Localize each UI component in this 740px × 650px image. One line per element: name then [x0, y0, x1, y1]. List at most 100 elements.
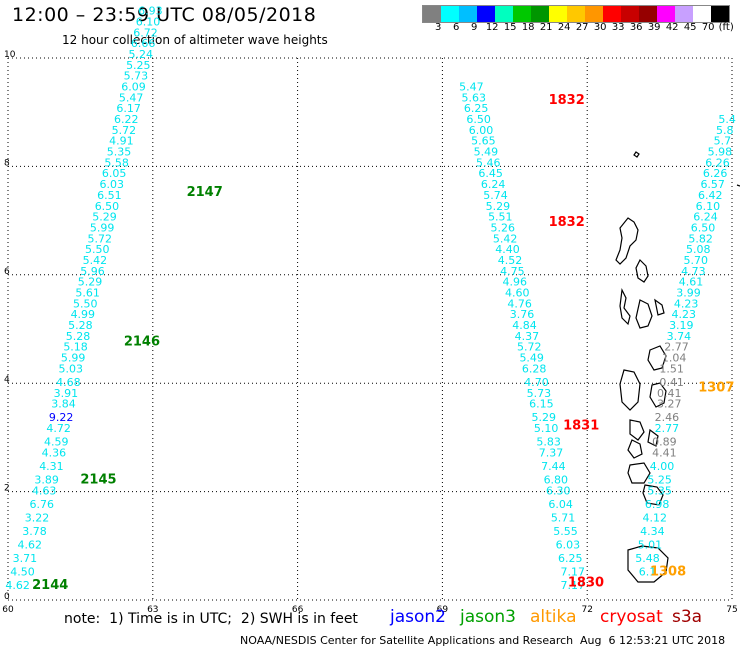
colorbar-swatch [459, 6, 477, 22]
page-title: 12:00 – 23:59 UTC 08/05/2018 [12, 4, 317, 26]
x-tick-label: 66 [292, 605, 304, 615]
wave-height-label: 5.29 [532, 411, 557, 424]
coast-island [627, 462, 651, 484]
colorbar-label: 18 [521, 22, 535, 33]
wave-height-label: 6.25 [558, 552, 583, 565]
track-time-label: 1831 [563, 418, 599, 433]
wave-height-label: 6.24 [481, 178, 506, 191]
colorbar-label: 15 [503, 22, 517, 33]
y-tick-label: 4 [4, 375, 10, 385]
wave-height-label: 4.62 [17, 539, 42, 552]
coast-island [654, 298, 665, 316]
wave-height-label: 6.15 [529, 398, 554, 411]
wave-height-label: 4.72 [46, 422, 71, 435]
wave-height-label: 5.50 [73, 297, 98, 310]
colorbar-label: 39 [647, 22, 661, 33]
wave-height-label: 5.50 [85, 243, 110, 256]
wave-height-label: 5.03 [58, 362, 83, 375]
track-time-label: 2145 [80, 472, 116, 487]
wave-height-label: 6.17 [116, 102, 141, 115]
coast-island [649, 382, 667, 408]
wave-height-label: 4.59 [44, 436, 69, 449]
wave-height-label: 5.99 [90, 221, 115, 234]
colorbar-label: 30 [593, 22, 607, 33]
colorbar-label: (ft) [718, 22, 734, 33]
track-time-labels: 2144 2145 2146 2147 1830 1831 1832 1832 1308 1307 [32, 93, 734, 593]
wave-height-label: 6.50 [95, 200, 120, 213]
y-tick-label: 2 [4, 484, 10, 494]
colorbar-label: 21 [539, 22, 553, 33]
legend-jason2: jason2 [390, 607, 446, 627]
coast-island [627, 545, 669, 583]
wave-height-label: 5.55 [553, 525, 578, 538]
colorbar-swatch [477, 6, 495, 22]
coast-island [635, 299, 653, 329]
wave-height-label: 1.04 [662, 352, 687, 365]
colorbar-label: 6 [453, 22, 460, 33]
wave-height-label: 6.76 [30, 498, 55, 511]
wave-height-label: 4.60 [505, 286, 530, 299]
wave-height-label: 4.75 [500, 265, 525, 278]
colorbar-swatch [585, 6, 603, 22]
colorbar-swatch [711, 6, 729, 22]
wave-height-label: 5.74 [483, 189, 508, 202]
colorbar-swatch [657, 6, 675, 22]
wave-height-label: 4.34 [640, 525, 665, 538]
colorbar-swatch [567, 6, 585, 22]
coast-island [629, 419, 645, 441]
colorbar-label: 3 [435, 22, 442, 33]
wave-height-label: 6.80 [544, 473, 569, 486]
wave-height-label: 6.72 [133, 26, 158, 39]
coast-island [635, 258, 649, 283]
wave-height-label: 6.28 [522, 362, 547, 375]
wave-height-label: 5.73 [527, 387, 552, 400]
units-note: note: 1) Time is in UTC; 2) SWH is in fe… [64, 611, 358, 627]
colorbar-swatch [639, 6, 657, 22]
wave-height-label: 5.72 [112, 124, 137, 137]
wave-height-label: 6.45 [478, 167, 503, 180]
colorbar-swatch [693, 6, 711, 22]
wave-height-label: 3.76 [510, 308, 535, 321]
wave-height-label: 4.91 [109, 135, 134, 148]
wave-height-label: 4.52 [498, 254, 523, 267]
legend-cryosat: cryosat [600, 607, 663, 627]
wave-height-label: 7.44 [541, 460, 566, 473]
x-tick-label: 75 [726, 605, 737, 615]
track-time-label: 1832 [549, 215, 585, 230]
wave-height-label: 4.73 [681, 265, 706, 278]
wave-height-label: 2.46 [655, 411, 680, 424]
wave-height-label: 4.23 [671, 308, 696, 321]
x-tick-label: 69 [437, 605, 449, 615]
wave-height-label: 6.30 [546, 484, 571, 497]
wave-height-label: 6.26 [705, 156, 730, 169]
wave-height-label: 5.58 [104, 156, 129, 169]
wave-height-label: 6.26 [703, 167, 728, 180]
wave-height-label: 4.23 [674, 297, 699, 310]
wave-height-label: 5.8 [716, 124, 734, 137]
wave-height-label: 6.50 [466, 113, 491, 126]
colorbar-swatch [423, 6, 441, 22]
wave-height-label: 5.96 [80, 265, 105, 278]
y-tick-label: 6 [4, 267, 10, 277]
wave-height-label: 4.76 [507, 297, 532, 310]
wave-height-label: 3.74 [667, 330, 692, 343]
colorbar-swatch [495, 6, 513, 22]
wave-height-label: 5.7 [714, 135, 732, 148]
wave-height-label: 4.31 [39, 460, 64, 473]
wave-height-label: 5.08 [686, 243, 711, 256]
wave-height-label: 6.03 [100, 178, 125, 191]
colorbar-label: 42 [665, 22, 679, 33]
wave-height-label: 4.70 [524, 376, 549, 389]
wave-height-label: 5.29 [486, 200, 511, 213]
track-time-label: 1832 [549, 93, 585, 108]
wave-height-label: 5.49 [474, 146, 499, 159]
y-tick-label: 0 [4, 592, 10, 602]
wave-height-label: 5.01 [638, 539, 663, 552]
coast-island [647, 428, 659, 447]
wave-height-label: 7.17 [560, 566, 585, 579]
wave-height-label: 4.40 [495, 243, 520, 256]
wave-height-label: 0.89 [652, 436, 677, 449]
page-subtitle: 12 hour collection of altimeter wave hei… [62, 33, 328, 47]
colorbar-label: 33 [611, 22, 625, 33]
